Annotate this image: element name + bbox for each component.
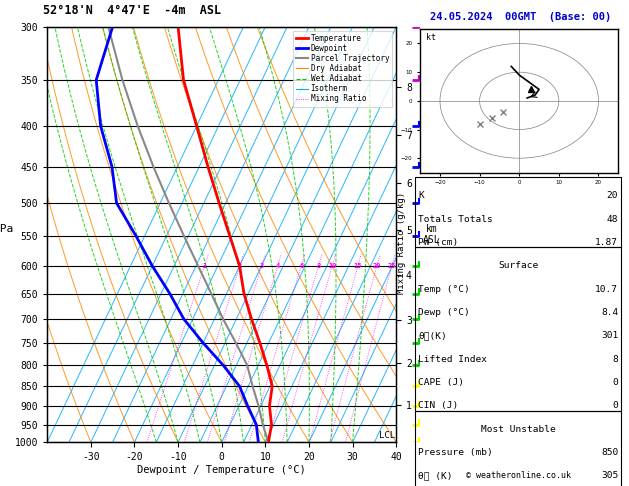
Text: Surface: Surface [498, 261, 538, 270]
Text: Mixing Ratio (g/kg): Mixing Ratio (g/kg) [397, 192, 406, 294]
Text: 1: 1 [203, 263, 206, 269]
Y-axis label: km
ASL: km ASL [423, 224, 440, 245]
Text: 8: 8 [613, 355, 618, 364]
Text: PW (cm): PW (cm) [418, 238, 459, 247]
Text: 305: 305 [601, 471, 618, 480]
Text: Pressure (mb): Pressure (mb) [418, 448, 493, 457]
X-axis label: Dewpoint / Temperature (°C): Dewpoint / Temperature (°C) [137, 465, 306, 475]
Y-axis label: hPa: hPa [0, 225, 14, 235]
Text: 0: 0 [613, 401, 618, 410]
Text: 301: 301 [601, 331, 618, 340]
Text: 48: 48 [607, 215, 618, 224]
Text: 850: 850 [601, 448, 618, 457]
Text: kt: kt [426, 34, 436, 42]
Text: CIN (J): CIN (J) [418, 401, 459, 410]
Text: 6: 6 [299, 263, 303, 269]
Text: 4: 4 [276, 263, 280, 269]
Text: Lifted Index: Lifted Index [418, 355, 487, 364]
Text: 25: 25 [387, 263, 396, 269]
Text: Totals Totals: Totals Totals [418, 215, 493, 224]
Text: K: K [418, 191, 424, 200]
Text: 24.05.2024  00GMT  (Base: 00): 24.05.2024 00GMT (Base: 00) [430, 12, 611, 22]
Text: 10.7: 10.7 [595, 285, 618, 294]
Text: 8: 8 [316, 263, 321, 269]
Text: θᴇ(K): θᴇ(K) [418, 331, 447, 340]
Text: 2: 2 [238, 263, 242, 269]
Text: 52°18'N  4°47'E  -4m  ASL: 52°18'N 4°47'E -4m ASL [43, 4, 221, 17]
Text: 3: 3 [260, 263, 264, 269]
Text: 15: 15 [353, 263, 362, 269]
Text: Most Unstable: Most Unstable [481, 425, 555, 434]
Text: 1.87: 1.87 [595, 238, 618, 247]
Text: © weatheronline.co.uk: © weatheronline.co.uk [466, 471, 571, 480]
Text: 20: 20 [372, 263, 381, 269]
Text: Temp (°C): Temp (°C) [418, 285, 470, 294]
Text: LCL: LCL [379, 431, 395, 440]
Text: θᴇ (K): θᴇ (K) [418, 471, 453, 480]
Text: CAPE (J): CAPE (J) [418, 378, 464, 387]
Legend: Temperature, Dewpoint, Parcel Trajectory, Dry Adiabat, Wet Adiabat, Isotherm, Mi: Temperature, Dewpoint, Parcel Trajectory… [293, 31, 392, 106]
Text: Dewp (°C): Dewp (°C) [418, 308, 470, 317]
Text: 8.4: 8.4 [601, 308, 618, 317]
Text: 10: 10 [328, 263, 337, 269]
Text: 0: 0 [613, 378, 618, 387]
Text: 20: 20 [607, 191, 618, 200]
